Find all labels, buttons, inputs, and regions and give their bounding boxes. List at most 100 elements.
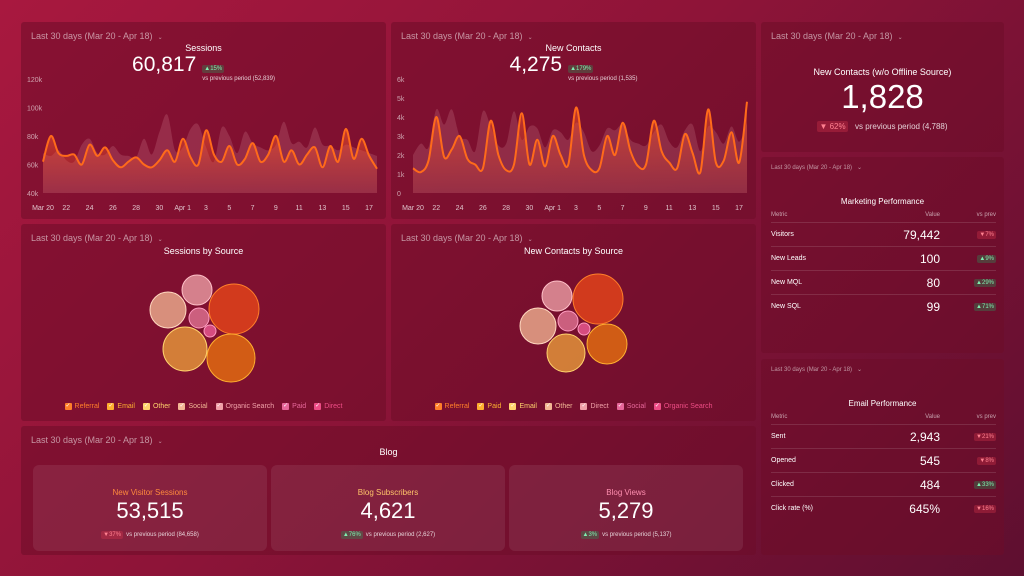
contacts-bubble-chart: [519, 273, 628, 373]
contacts-x-tick: 7: [621, 205, 625, 212]
chevron-down-icon: ⌄: [857, 165, 863, 171]
metric-value: 545: [919, 453, 940, 468]
date-range-dropdown[interactable]: Last 30 days (Mar 20 - Apr 18) ⌄: [401, 233, 533, 243]
checkbox-icon: ✓: [434, 403, 442, 410]
sessions-x-tick: 17: [365, 205, 373, 212]
contacts-x-tick: Mar 20: [402, 205, 424, 212]
sessions-headline: 60,817 ▲15% vs previous period (52,839): [21, 53, 386, 82]
metric-change: ▲71%: [940, 302, 996, 311]
contacts-x-tick: 15: [712, 205, 720, 212]
legend-item[interactable]: ✓ Other: [544, 403, 573, 410]
metric-name: Click rate (%): [771, 505, 814, 512]
email-performance-table: Metric Value vs prev Sent 2,943 ▼21% Opened 545…: [771, 410, 996, 520]
blog-metric-value: 53,515: [116, 498, 184, 523]
change-badge: ▼16%: [974, 504, 996, 513]
new-contacts-vs-text: vs previous period (1,535): [568, 76, 638, 82]
contacts-y-tick: 4k: [397, 115, 405, 122]
legend-item[interactable]: ✓ Referral: [434, 403, 469, 410]
new-contacts-value: 4,275: [509, 53, 563, 76]
sessions-x-tick: 3: [204, 205, 208, 212]
metric-name: Opened: [771, 457, 796, 464]
legend-label: Direct: [324, 403, 343, 410]
sessions-title: Sessions: [185, 43, 222, 53]
bubble-organic-search: [577, 322, 591, 336]
contacts-y-tick: 0: [397, 191, 401, 198]
legend-item[interactable]: ✓ Paid: [477, 403, 501, 410]
checkbox-icon: ✓: [509, 403, 517, 410]
contacts-x-tick: 24: [456, 205, 464, 212]
contacts-x-tick: 22: [432, 205, 440, 212]
sessions-panel: Last 30 days (Mar 20 - Apr 18) ⌄ Sessions…: [21, 22, 386, 219]
metric-value: 484: [919, 477, 940, 492]
legend-item[interactable]: ✓ Organic Search: [653, 403, 713, 410]
change-badge: ▼7%: [977, 230, 996, 239]
checkbox-icon: ✓: [142, 403, 150, 410]
legend-label: Other: [554, 403, 573, 410]
metric-change: ▼8%: [940, 456, 996, 465]
change-badge: ▲76%: [340, 531, 363, 539]
chevron-down-icon: ⌄: [157, 237, 163, 243]
table-header: Metric Value vs prev: [771, 410, 996, 424]
legend-label: Organic Search: [663, 403, 713, 410]
date-range-label: Last 30 days (Mar 20 - Apr 18): [31, 31, 153, 41]
bubble-email: [546, 333, 586, 373]
sessions-y-tick: 120k: [27, 77, 43, 84]
table-row: New MQL 80 ▲29%: [771, 270, 996, 294]
checkbox-icon: ✓: [215, 403, 223, 410]
legend-item[interactable]: ✓ Social: [178, 403, 208, 410]
legend-item[interactable]: ✓ Direct: [314, 403, 342, 410]
contacts-y-tick: 3k: [397, 134, 405, 141]
offline-contacts-change-badge: ▼ 62%: [817, 121, 848, 132]
legend-item[interactable]: ✓ Organic Search: [215, 403, 274, 410]
date-range-dropdown[interactable]: Last 30 days (Mar 20 - Apr 18) ⌄: [771, 31, 903, 41]
change-badge: ▼37%: [101, 531, 124, 539]
column-header: Metric: [771, 414, 788, 420]
email-performance-title: Email Performance: [848, 399, 917, 408]
table-row: New SQL 99 ▲71%: [771, 294, 996, 318]
sessions-x-tick: Mar 20: [32, 205, 54, 212]
date-range-dropdown[interactable]: Last 30 days (Mar 20 - Apr 18) ⌄: [771, 366, 862, 373]
date-range-dropdown[interactable]: Last 30 days (Mar 20 - Apr 18) ⌄: [771, 164, 862, 171]
offline-contacts-panel: Last 30 days (Mar 20 - Apr 18) ⌄ New Cont…: [761, 22, 1004, 152]
legend-item[interactable]: ✓ Email: [509, 403, 537, 410]
legend-item[interactable]: ✓ Social: [616, 403, 646, 410]
bubble-social: [149, 291, 187, 329]
legend-item[interactable]: ✓ Referral: [64, 403, 100, 410]
contacts-x-tick: 3: [574, 205, 578, 212]
chevron-down-icon: ⌄: [527, 237, 533, 243]
column-header: Value: [925, 414, 940, 420]
date-range-dropdown[interactable]: Last 30 days (Mar 20 - Apr 18) ⌄: [31, 435, 163, 445]
sessions-x-tick: 28: [132, 205, 140, 212]
legend-label: Email: [117, 403, 135, 410]
date-range-label: Last 30 days (Mar 20 - Apr 18): [771, 31, 893, 41]
date-range-dropdown[interactable]: Last 30 days (Mar 20 - Apr 18) ⌄: [31, 233, 163, 243]
checkbox-icon: ✓: [544, 403, 552, 410]
sessions-series-current-line: [42, 127, 378, 170]
legend-item[interactable]: ✓ Email: [107, 403, 135, 410]
change-badge: ▲33%: [974, 480, 996, 489]
metric-name: Clicked: [771, 481, 794, 488]
date-range-label: Last 30 days (Mar 20 - Apr 18): [401, 233, 523, 243]
date-range-label: Last 30 days (Mar 20 - Apr 18): [401, 31, 523, 41]
legend-item[interactable]: ✓ Other: [142, 403, 170, 410]
new-contacts-panel: Last 30 days (Mar 20 - Apr 18) ⌄ New Cont…: [391, 22, 756, 219]
blog-title: Blog: [379, 447, 398, 457]
checkbox-icon: ✓: [580, 403, 588, 410]
new-contacts-change-badge: ▲179%: [568, 65, 594, 73]
checkbox-icon: ✓: [107, 403, 115, 410]
contacts-y-tick: 2k: [397, 153, 405, 160]
contacts-x-tick: 28: [502, 205, 510, 212]
change-badge: ▲3%: [580, 531, 600, 539]
legend-label: Referral: [74, 403, 100, 410]
metric-value: 80: [926, 275, 940, 290]
sessions-y-tick: 80k: [27, 134, 39, 141]
legend-item[interactable]: ✓ Paid: [282, 403, 306, 410]
date-range-dropdown[interactable]: Last 30 days (Mar 20 - Apr 18) ⌄: [31, 31, 163, 41]
legend-item[interactable]: ✓ Direct: [580, 403, 609, 410]
date-range-dropdown[interactable]: Last 30 days (Mar 20 - Apr 18) ⌄: [401, 31, 533, 41]
bubble-referral: [208, 283, 260, 335]
bubble-organic-search: [181, 274, 213, 306]
change-badge: ▼8%: [977, 456, 996, 465]
sessions-bubble-chart: [149, 274, 260, 383]
blog-metric-card: Blog Subscribers 4,621 ▲76% vs previous per…: [271, 465, 505, 551]
